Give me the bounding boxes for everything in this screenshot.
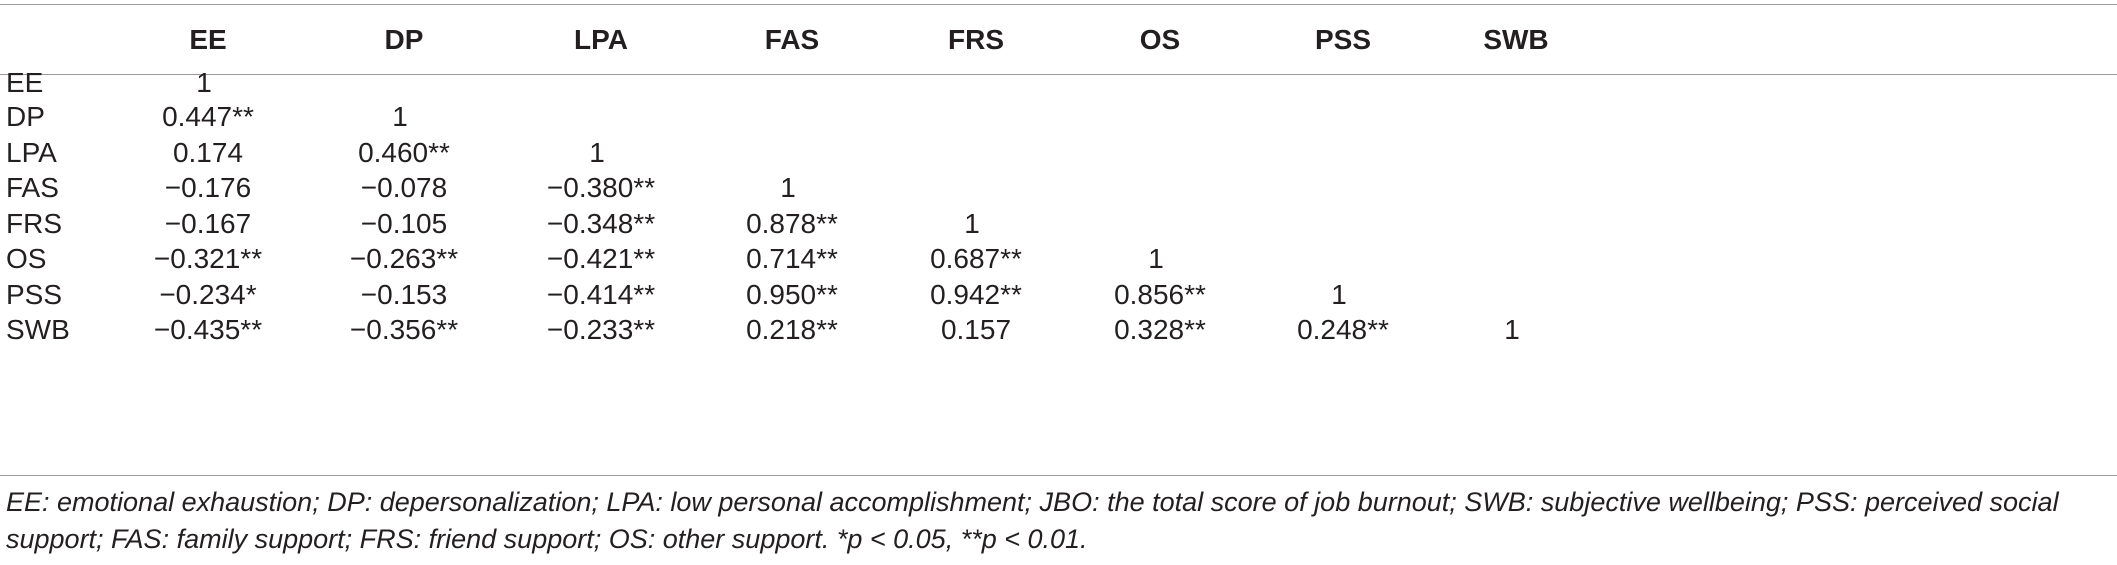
table-cell: −0.380** [546,172,656,203]
table-cell: 0.447** [162,101,254,132]
table-cell: −0.435** [153,314,263,345]
row-label-dp: DP [6,101,45,132]
table-header-rule [0,74,2117,75]
column-header-ee: EE [189,24,227,55]
table-cell: 0.856** [1114,279,1206,310]
table-cell: 0.714** [746,243,838,274]
row-label-os: OS [6,243,47,274]
table-cell: −0.176 [164,172,252,203]
table-cell: 1 [780,172,796,203]
table-cell: 1 [589,137,605,168]
table-cell: −0.414** [546,279,656,310]
table-cell: 0.878** [746,208,838,239]
table-cell: −0.167 [164,208,252,239]
row-label-frs: FRS [6,208,62,239]
column-header-pss: PSS [1314,24,1372,55]
table-cell: −0.105 [360,208,448,239]
column-header-fas: FAS [764,24,820,55]
table-cell: 0.218** [746,314,838,345]
column-header-dp: DP [384,24,424,55]
column-header-lpa: LPA [574,24,628,55]
table-cell: −0.356** [349,314,459,345]
row-label-ee: EE [6,67,44,98]
table-cell: 0.248** [1297,314,1389,345]
table-cell: −0.234* [159,279,257,310]
table-cell: −0.263** [349,243,459,274]
column-header-os: OS [1139,24,1181,55]
table-cell: −0.153 [360,279,448,310]
table-cell: 1 [1504,314,1520,345]
row-label-lpa: LPA [6,137,57,168]
row-label-pss: PSS [6,279,63,310]
table-cell: −0.321** [153,243,263,274]
table-cell: −0.233** [546,314,656,345]
table-cell: 0.174 [172,137,244,168]
table-cell: 1 [964,208,980,239]
column-header-frs: FRS [948,24,1004,55]
column-header-swb: SWB [1483,24,1549,55]
table-cell: 0.687** [930,243,1022,274]
table-bottom-rule [0,475,2117,476]
table-cell: 1 [1331,279,1347,310]
table-cell: 0.942** [930,279,1022,310]
table-cell: −0.421** [546,243,656,274]
row-label-swb: SWB [6,314,70,345]
table-cell: 0.157 [940,314,1012,345]
table-cell: 1 [196,67,212,98]
table-cell: 0.950** [746,279,838,310]
table-footnote: EE: emotional exhaustion; DP: depersonal… [6,487,2059,554]
row-label-fas: FAS [6,172,59,203]
table-top-rule [0,4,2117,5]
table-cell: 1 [1148,243,1164,274]
table-cell: −0.348** [546,208,656,239]
table-cell: 0.460** [358,137,450,168]
table-cell: 0.328** [1114,314,1206,345]
table-cell: 1 [392,101,408,132]
table-cell: −0.078 [360,172,448,203]
